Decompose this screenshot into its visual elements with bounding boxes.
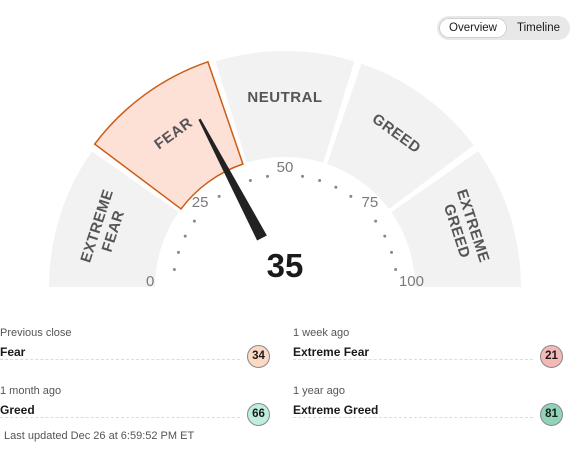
gauge-tick-label-50: 50 bbox=[277, 159, 294, 176]
overview-tab[interactable]: Overview bbox=[439, 18, 507, 38]
history-label: Greed bbox=[0, 403, 35, 417]
gauge-score: 35 bbox=[267, 247, 304, 284]
history-label: Fear bbox=[0, 345, 26, 359]
history-label: Extreme Greed bbox=[293, 403, 379, 417]
gauge-tick-dot bbox=[248, 178, 252, 182]
history-badge: 21 bbox=[540, 345, 563, 368]
gauge-needle bbox=[198, 118, 267, 241]
fear-greed-gauge: EXTREMEFEARFEARNEUTRALGREEDEXTREMEGREED … bbox=[49, 50, 521, 300]
history-badge: 34 bbox=[247, 345, 270, 368]
history-caption: 1 month ago bbox=[0, 385, 62, 397]
gauge-tick-dot bbox=[334, 185, 338, 189]
divider bbox=[293, 359, 533, 360]
divider bbox=[0, 417, 240, 418]
gauge-tick-dot bbox=[394, 267, 398, 271]
history-badge: 81 bbox=[540, 403, 563, 426]
history-badge: 66 bbox=[247, 403, 270, 426]
gauge-tick-dot bbox=[374, 219, 378, 223]
history-caption: 1 week ago bbox=[293, 327, 350, 339]
gauge-segment-extreme-fear bbox=[49, 151, 179, 287]
history-label: Extreme Fear bbox=[293, 345, 370, 359]
history-caption: 1 year ago bbox=[293, 385, 345, 397]
score-circle bbox=[237, 237, 333, 300]
gauge-tick-label-25: 25 bbox=[192, 194, 209, 211]
history-1-week-ago: 1 week ago Extreme Fear 21 bbox=[293, 327, 563, 371]
history-previous-close: Previous close Fear 34 bbox=[0, 327, 270, 371]
gauge-tick-dot bbox=[301, 174, 305, 178]
gauge-tick-dot bbox=[176, 250, 180, 254]
gauge-tick-dot bbox=[390, 250, 394, 254]
gauge-tick-dot bbox=[217, 194, 221, 198]
gauge-tick-dot bbox=[265, 174, 269, 178]
gauge-tick-label-0: 0 bbox=[146, 273, 154, 290]
divider bbox=[293, 417, 533, 418]
history-1-month-ago: 1 month ago Greed 66 bbox=[0, 385, 270, 429]
gauge-tick-dot bbox=[172, 267, 176, 271]
gauge-tick-dot bbox=[192, 219, 196, 223]
gauge-label-neutral: NEUTRAL bbox=[247, 89, 322, 106]
gauge-tick-dot bbox=[318, 178, 322, 182]
gauge-tick-dot bbox=[383, 234, 387, 238]
view-toggle: Overview Timeline bbox=[437, 16, 570, 40]
gauge-tick-label-75: 75 bbox=[362, 194, 379, 211]
history-1-year-ago: 1 year ago Extreme Greed 81 bbox=[293, 385, 563, 429]
gauge-tick-dot bbox=[183, 234, 187, 238]
gauge-segment-neutral bbox=[215, 50, 355, 163]
last-updated: Last updated Dec 26 at 6:59:52 PM ET bbox=[4, 430, 195, 442]
divider bbox=[0, 359, 240, 360]
timeline-tab[interactable]: Timeline bbox=[516, 22, 561, 34]
gauge-tick-dot bbox=[349, 194, 353, 198]
gauge-segment-extreme-greed bbox=[391, 151, 521, 287]
gauge-segment-greed bbox=[327, 63, 474, 209]
gauge-tick-label-100: 100 bbox=[399, 273, 424, 290]
gauge-segment-fear bbox=[93, 60, 244, 210]
history-caption: Previous close bbox=[0, 327, 72, 339]
